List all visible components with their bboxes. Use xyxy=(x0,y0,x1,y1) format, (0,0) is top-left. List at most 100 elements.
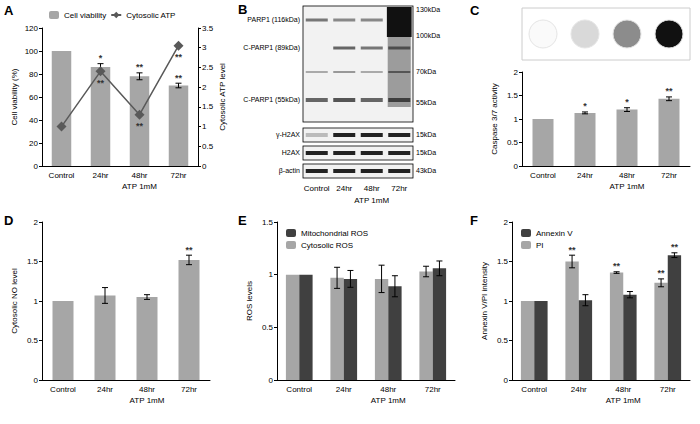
svg-text:2: 2 xyxy=(504,218,509,227)
svg-text:Control: Control xyxy=(521,385,547,394)
svg-text:Control: Control xyxy=(304,184,330,193)
svg-text:Annexin V/PI intensity: Annexin V/PI intensity xyxy=(480,262,489,340)
svg-text:D: D xyxy=(4,213,13,228)
svg-text:B: B xyxy=(238,2,247,17)
svg-text:1: 1 xyxy=(269,270,274,279)
svg-text:40: 40 xyxy=(29,116,38,125)
svg-text:0: 0 xyxy=(202,162,207,171)
svg-text:2: 2 xyxy=(202,83,207,92)
svg-text:0.5: 0.5 xyxy=(262,323,274,332)
svg-text:1.5: 1.5 xyxy=(497,257,509,266)
svg-text:Cell viability: Cell viability xyxy=(64,11,106,20)
svg-text:80: 80 xyxy=(29,70,38,79)
svg-text:0.5: 0.5 xyxy=(27,336,39,345)
svg-text:48hr: 48hr xyxy=(615,385,631,394)
svg-text:A: A xyxy=(4,3,14,18)
svg-text:2: 2 xyxy=(34,218,39,227)
svg-text:ROS levels: ROS levels xyxy=(245,281,254,321)
svg-text:**: ** xyxy=(136,121,144,131)
svg-text:Control: Control xyxy=(50,385,76,394)
svg-text:72hr: 72hr xyxy=(425,385,441,394)
svg-text:**: ** xyxy=(665,86,673,96)
svg-text:Control: Control xyxy=(286,385,312,394)
svg-text:1: 1 xyxy=(504,297,509,306)
svg-text:**: ** xyxy=(658,268,666,278)
svg-text:Control: Control xyxy=(49,171,75,180)
svg-text:15kDa: 15kDa xyxy=(416,149,436,156)
svg-text:2: 2 xyxy=(514,68,519,77)
svg-text:H2AX: H2AX xyxy=(282,149,301,156)
svg-text:1.5: 1.5 xyxy=(262,218,274,227)
svg-text:1: 1 xyxy=(202,122,207,131)
svg-text:0: 0 xyxy=(34,376,39,385)
svg-text:24hr: 24hr xyxy=(336,184,352,193)
svg-text:60: 60 xyxy=(29,93,38,102)
svg-text:130kDa: 130kDa xyxy=(416,6,440,13)
svg-text:15kDa: 15kDa xyxy=(416,131,436,138)
svg-text:**: ** xyxy=(671,242,679,252)
svg-text:100kDa: 100kDa xyxy=(416,32,440,39)
svg-text:0: 0 xyxy=(34,162,39,171)
svg-text:C-PARP1 (55kDa): C-PARP1 (55kDa) xyxy=(243,96,300,104)
svg-text:48hr: 48hr xyxy=(619,171,635,180)
svg-text:**: ** xyxy=(613,261,621,271)
svg-text:0.5: 0.5 xyxy=(202,142,214,151)
svg-text:*: * xyxy=(583,101,587,111)
svg-text:3.5: 3.5 xyxy=(202,24,214,33)
svg-text:72hr: 72hr xyxy=(661,171,677,180)
svg-text:**: ** xyxy=(136,62,144,72)
svg-text:24hr: 24hr xyxy=(97,385,113,394)
svg-text:100: 100 xyxy=(25,47,39,56)
svg-text:Annexin V: Annexin V xyxy=(536,229,573,238)
svg-text:48hr: 48hr xyxy=(380,385,396,394)
svg-text:1: 1 xyxy=(34,297,39,306)
svg-text:Cell viability (%): Cell viability (%) xyxy=(10,68,19,125)
svg-text:**: ** xyxy=(175,52,183,62)
svg-text:*: * xyxy=(625,97,629,107)
svg-text:Cytosolic ATP level: Cytosolic ATP level xyxy=(218,63,227,131)
svg-text:Cytosolic ROS: Cytosolic ROS xyxy=(301,241,353,250)
svg-text:1.5: 1.5 xyxy=(507,91,519,100)
svg-text:72hr: 72hr xyxy=(181,385,197,394)
svg-text:1: 1 xyxy=(514,115,519,124)
svg-text:24hr: 24hr xyxy=(92,171,108,180)
svg-text:55kDa: 55kDa xyxy=(416,99,436,106)
svg-text:*: * xyxy=(99,53,103,63)
svg-text:γ-H2AX: γ-H2AX xyxy=(276,131,300,139)
svg-text:ATP 1mM: ATP 1mM xyxy=(130,396,165,405)
svg-text:PARP1 (116kDa): PARP1 (116kDa) xyxy=(247,16,300,24)
svg-text:24hr: 24hr xyxy=(336,385,352,394)
svg-text:120: 120 xyxy=(25,24,39,33)
svg-text:Mitochondrial ROS: Mitochondrial ROS xyxy=(301,229,368,238)
svg-text:β-actin: β-actin xyxy=(279,167,300,175)
svg-text:E: E xyxy=(238,213,247,228)
svg-text:Cytosolic NO level: Cytosolic NO level xyxy=(10,268,19,334)
svg-text:0.5: 0.5 xyxy=(507,138,519,147)
svg-text:72hr: 72hr xyxy=(391,184,407,193)
svg-text:Cytosolic ATP: Cytosolic ATP xyxy=(126,11,175,20)
svg-text:0.5: 0.5 xyxy=(497,336,509,345)
svg-text:PI: PI xyxy=(536,241,544,250)
svg-text:1.5: 1.5 xyxy=(202,102,214,111)
svg-text:0: 0 xyxy=(504,376,509,385)
svg-text:**: ** xyxy=(175,73,183,83)
svg-text:2.5: 2.5 xyxy=(202,63,214,72)
svg-text:**: ** xyxy=(97,78,105,88)
svg-text:0: 0 xyxy=(269,376,274,385)
svg-text:F: F xyxy=(470,213,478,228)
svg-text:ATP 1mM: ATP 1mM xyxy=(606,396,641,405)
svg-text:1.5: 1.5 xyxy=(27,257,39,266)
svg-text:20: 20 xyxy=(29,139,38,148)
svg-text:Control: Control xyxy=(530,171,556,180)
svg-text:48hr: 48hr xyxy=(139,385,155,394)
svg-text:**: ** xyxy=(569,245,577,255)
svg-text:24hr: 24hr xyxy=(577,171,593,180)
svg-text:24hr: 24hr xyxy=(571,385,587,394)
svg-text:Caspase 3/7 activity: Caspase 3/7 activity xyxy=(490,83,499,155)
svg-text:C-PARP1 (89kDa): C-PARP1 (89kDa) xyxy=(243,44,300,52)
svg-text:ATP 1mM: ATP 1mM xyxy=(371,396,406,405)
svg-text:48hr: 48hr xyxy=(131,171,147,180)
svg-text:72hr: 72hr xyxy=(660,385,676,394)
svg-text:72hr: 72hr xyxy=(170,171,186,180)
svg-text:C: C xyxy=(470,3,480,18)
